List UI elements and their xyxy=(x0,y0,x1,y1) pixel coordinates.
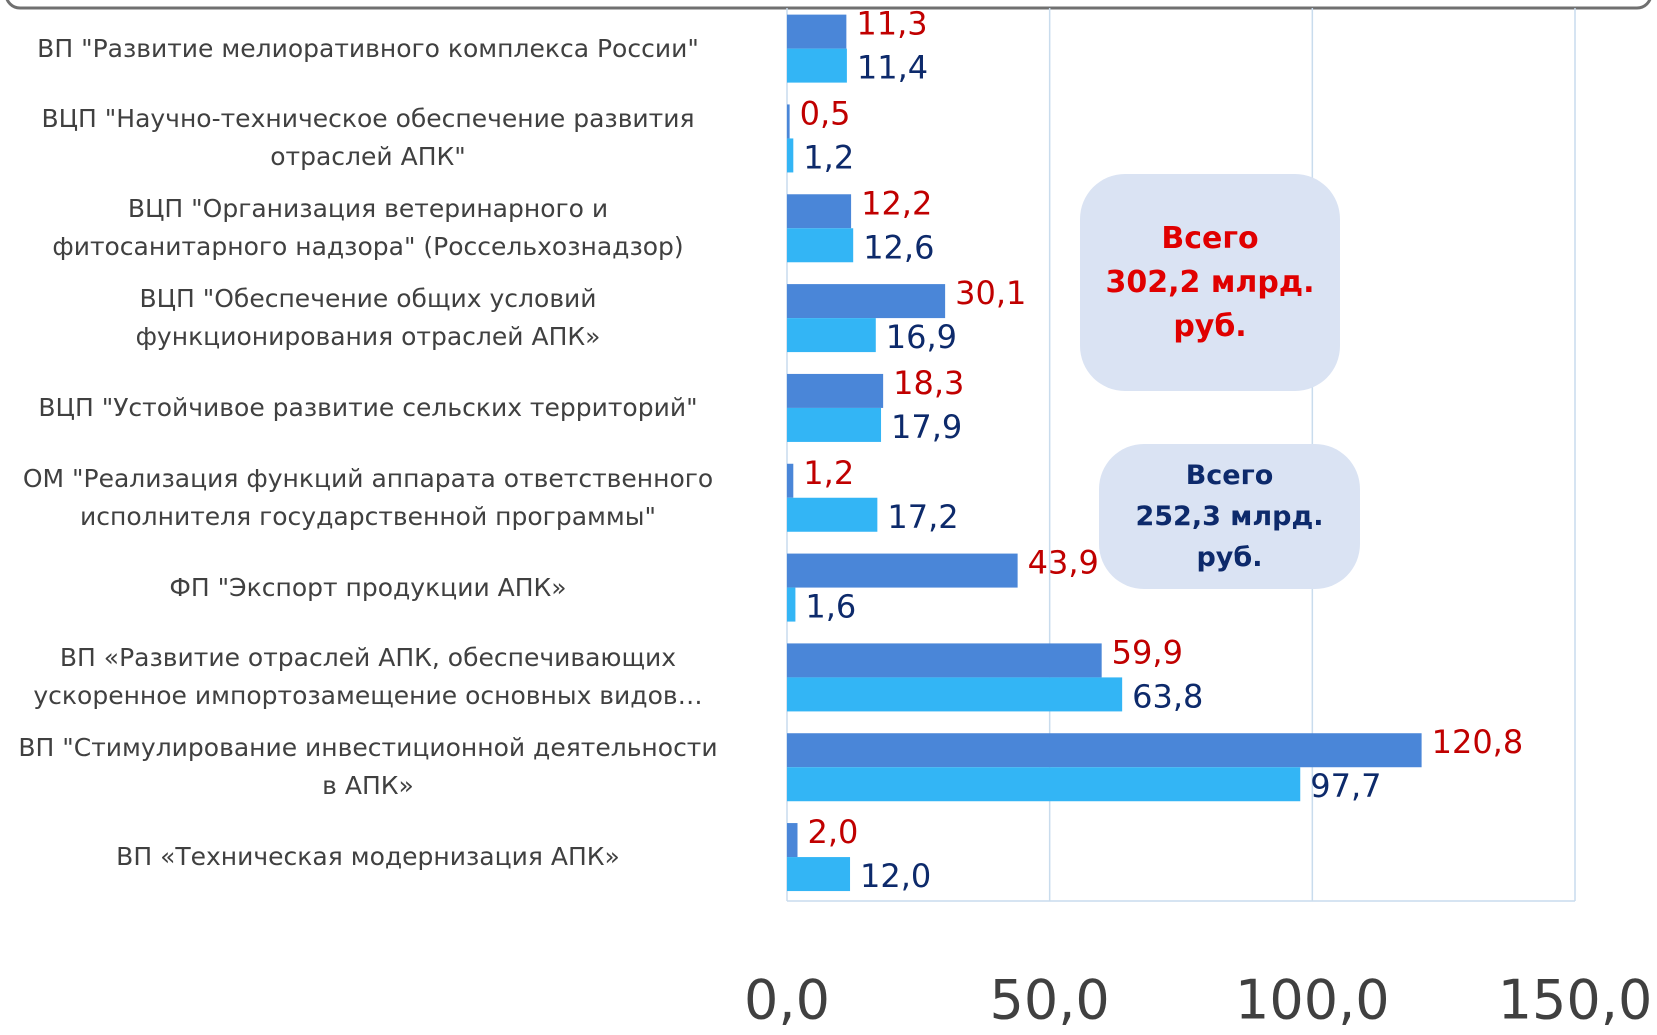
value-label: 1,2 xyxy=(803,454,854,492)
bar xyxy=(787,228,854,263)
x-tick-label: 50,0 xyxy=(990,969,1110,1032)
bar xyxy=(787,497,878,532)
value-label: 17,9 xyxy=(891,408,962,446)
annotation: Всего 252,3 млрд. руб. xyxy=(1099,444,1360,589)
value-label: 1,2 xyxy=(803,138,854,176)
category-label: ВП "Стимулирование инвестиционной деятел… xyxy=(18,733,718,801)
value-label: 12,2 xyxy=(861,184,932,222)
bar xyxy=(787,733,1422,768)
x-tick-label: 0,0 xyxy=(744,969,830,1032)
value-label: 16,9 xyxy=(886,318,957,356)
value-label: 59,9 xyxy=(1112,633,1183,671)
bar xyxy=(787,284,946,319)
bar xyxy=(787,138,794,173)
category-label: ОМ "Реализация функций аппарата ответств… xyxy=(22,463,714,531)
bar xyxy=(787,463,794,498)
category-label: ФП "Экспорт продукции АПК» xyxy=(169,572,567,602)
x-tick-label: 150,0 xyxy=(1498,969,1653,1032)
value-label: 97,7 xyxy=(1310,767,1381,805)
value-label: 0,5 xyxy=(800,94,851,132)
value-label: 11,4 xyxy=(857,49,928,87)
x-tick-label: 100,0 xyxy=(1235,969,1390,1032)
value-label: 120,8 xyxy=(1432,723,1524,761)
bar xyxy=(787,194,852,229)
bar xyxy=(787,318,876,353)
bar xyxy=(787,104,790,139)
bar xyxy=(787,677,1123,712)
value-label: 30,1 xyxy=(955,274,1026,312)
bar xyxy=(787,48,847,83)
category-label: ВЦП "Обеспечение общих условий функциони… xyxy=(135,284,601,352)
category-label: ВП «Техническая модернизация АПК» xyxy=(116,842,620,872)
value-label: 12,0 xyxy=(860,857,931,895)
bar xyxy=(787,587,796,622)
category-label: ВП «Развитие отраслей АПК, обеспечивающи… xyxy=(33,643,703,711)
value-label: 1,6 xyxy=(805,588,856,626)
frame xyxy=(5,0,1652,10)
bar xyxy=(787,823,798,858)
value-label: 18,3 xyxy=(893,364,964,402)
bar xyxy=(787,553,1018,588)
bar xyxy=(787,373,884,408)
value-label: 2,0 xyxy=(808,813,859,851)
bar xyxy=(787,857,851,892)
bar xyxy=(787,767,1301,802)
annotation: Всего 302,2 млрд. руб. xyxy=(1080,174,1340,391)
category-label: ВЦП "Научно-техническое обеспечение разв… xyxy=(41,104,695,172)
value-label: 17,2 xyxy=(887,498,958,536)
bar xyxy=(787,643,1102,678)
bar xyxy=(787,14,847,49)
category-label: ВП "Развитие мелиоративного комплекса Ро… xyxy=(37,33,699,63)
value-label: 11,3 xyxy=(856,5,927,43)
category-label: ВЦП "Организация ветеринарного и фитосан… xyxy=(52,194,684,262)
value-label: 12,6 xyxy=(863,228,934,266)
category-label: ВЦП "Устойчивое развитие сельских террит… xyxy=(38,392,698,422)
value-label: 63,8 xyxy=(1132,677,1203,715)
value-label: 43,9 xyxy=(1028,544,1099,582)
bar xyxy=(787,407,882,442)
